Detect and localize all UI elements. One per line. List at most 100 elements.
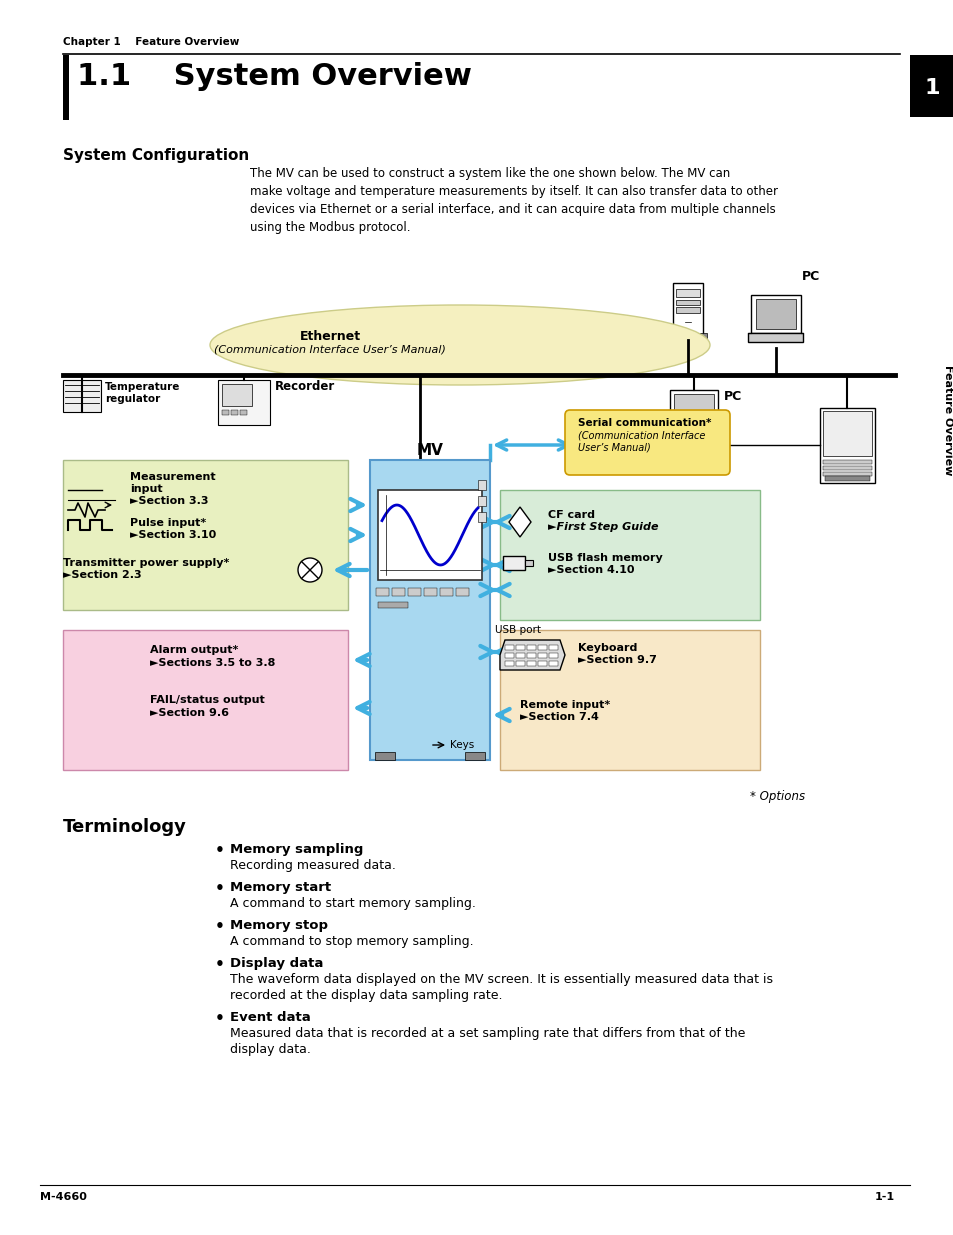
Bar bbox=[548, 645, 558, 650]
Text: The waveform data displayed on the MV screen. It is essentially measured data th: The waveform data displayed on the MV sc… bbox=[230, 973, 772, 986]
Bar bbox=[504, 645, 514, 650]
Text: A command to start memory sampling.: A command to start memory sampling. bbox=[230, 897, 476, 910]
Text: ►Section 9.6: ►Section 9.6 bbox=[150, 708, 229, 718]
Bar bbox=[516, 661, 524, 666]
Text: Pulse input*: Pulse input* bbox=[130, 517, 206, 529]
Bar bbox=[526, 661, 536, 666]
Text: ►Section 9.7: ►Section 9.7 bbox=[578, 655, 657, 664]
Bar bbox=[537, 661, 546, 666]
Bar bbox=[464, 752, 484, 760]
Bar bbox=[499, 630, 760, 769]
Text: ►First Step Guide: ►First Step Guide bbox=[547, 522, 658, 532]
Text: User’s Manual): User’s Manual) bbox=[578, 442, 650, 452]
Bar bbox=[504, 661, 514, 666]
Text: input: input bbox=[130, 484, 162, 494]
Text: Chapter 1    Feature Overview: Chapter 1 Feature Overview bbox=[63, 37, 239, 47]
Text: ►Section 3.10: ►Section 3.10 bbox=[130, 530, 216, 540]
Text: USB flash memory: USB flash memory bbox=[547, 553, 662, 563]
Text: 1: 1 bbox=[923, 78, 939, 98]
Bar bbox=[63, 380, 101, 412]
Text: Terminology: Terminology bbox=[63, 818, 187, 836]
Bar bbox=[526, 653, 536, 658]
Bar bbox=[909, 56, 953, 117]
Text: Feature Overview: Feature Overview bbox=[942, 364, 952, 475]
Text: FAIL/status output: FAIL/status output bbox=[150, 695, 265, 705]
Polygon shape bbox=[499, 640, 564, 671]
Bar bbox=[423, 588, 436, 597]
Bar bbox=[822, 472, 871, 475]
Bar bbox=[63, 56, 69, 120]
Bar bbox=[240, 410, 247, 415]
Text: Remote input*: Remote input* bbox=[519, 700, 610, 710]
Text: ►Section 4.10: ►Section 4.10 bbox=[547, 564, 634, 576]
Text: System Configuration: System Configuration bbox=[63, 148, 249, 163]
Text: A command to stop memory sampling.: A command to stop memory sampling. bbox=[230, 935, 473, 948]
Bar bbox=[456, 588, 469, 597]
Text: •: • bbox=[214, 881, 225, 897]
Text: using the Modbus protocol.: using the Modbus protocol. bbox=[250, 221, 410, 233]
Text: make voltage and temperature measurements by itself. It can also transfer data t: make voltage and temperature measurement… bbox=[250, 185, 778, 198]
Bar bbox=[675, 300, 700, 305]
Bar bbox=[477, 513, 485, 522]
Text: CF card: CF card bbox=[547, 510, 595, 520]
Text: Measured data that is recorded at a set sampling rate that differs from that of : Measured data that is recorded at a set … bbox=[230, 1028, 744, 1040]
Bar bbox=[375, 752, 395, 760]
Text: Memory stop: Memory stop bbox=[230, 919, 328, 932]
Bar bbox=[63, 459, 348, 610]
Bar bbox=[548, 653, 558, 658]
Bar bbox=[750, 295, 800, 333]
Circle shape bbox=[297, 558, 322, 582]
Text: Serial communication*: Serial communication* bbox=[578, 417, 711, 429]
Text: Keys: Keys bbox=[450, 740, 474, 750]
Bar bbox=[820, 408, 874, 483]
Text: ►Section 3.3: ►Section 3.3 bbox=[130, 496, 209, 506]
Text: PC: PC bbox=[801, 270, 820, 283]
FancyBboxPatch shape bbox=[564, 410, 729, 475]
Bar bbox=[675, 289, 700, 298]
Bar bbox=[439, 588, 453, 597]
Bar bbox=[377, 490, 481, 580]
Bar bbox=[537, 645, 546, 650]
Text: Recorder: Recorder bbox=[274, 380, 335, 393]
Text: •: • bbox=[214, 1011, 225, 1026]
Bar bbox=[822, 411, 871, 456]
Bar bbox=[516, 645, 524, 650]
Text: M-4660: M-4660 bbox=[40, 1192, 87, 1202]
Text: Event data: Event data bbox=[230, 1011, 311, 1024]
Text: Measurement: Measurement bbox=[130, 472, 215, 482]
Bar bbox=[824, 475, 869, 480]
Bar bbox=[669, 390, 718, 432]
Bar bbox=[748, 333, 802, 342]
Bar bbox=[683, 438, 703, 442]
Bar bbox=[222, 384, 252, 406]
Text: recorded at the display data sampling rate.: recorded at the display data sampling ra… bbox=[230, 989, 502, 1002]
Bar bbox=[822, 459, 871, 464]
Text: The MV can be used to construct a system like the one shown below. The MV can: The MV can be used to construct a system… bbox=[250, 167, 729, 180]
Text: 1.1    System Overview: 1.1 System Overview bbox=[77, 62, 472, 91]
Ellipse shape bbox=[210, 305, 709, 385]
Bar bbox=[499, 490, 760, 620]
Bar bbox=[377, 601, 408, 608]
Bar bbox=[537, 653, 546, 658]
Text: devices via Ethernet or a serial interface, and it can acquire data from multipl: devices via Ethernet or a serial interfa… bbox=[250, 203, 775, 216]
Bar bbox=[408, 588, 420, 597]
Bar bbox=[675, 308, 700, 312]
Text: ►Section 2.3: ►Section 2.3 bbox=[63, 571, 141, 580]
Text: USB port: USB port bbox=[495, 625, 540, 635]
Bar bbox=[822, 466, 871, 471]
Text: Ethernet: Ethernet bbox=[299, 330, 360, 343]
Text: ►Sections 3.5 to 3.8: ►Sections 3.5 to 3.8 bbox=[150, 658, 275, 668]
Bar bbox=[392, 588, 405, 597]
Text: Keyboard: Keyboard bbox=[578, 643, 637, 653]
Bar bbox=[548, 661, 558, 666]
Text: PC: PC bbox=[723, 390, 741, 403]
Bar bbox=[477, 496, 485, 506]
Bar bbox=[370, 459, 490, 760]
Text: Memory sampling: Memory sampling bbox=[230, 844, 363, 856]
Text: •: • bbox=[214, 844, 225, 858]
Text: Transmitter power supply*: Transmitter power supply* bbox=[63, 558, 229, 568]
Text: •: • bbox=[214, 919, 225, 934]
Text: Recording measured data.: Recording measured data. bbox=[230, 860, 395, 872]
Bar bbox=[477, 480, 485, 490]
Bar bbox=[502, 556, 524, 571]
